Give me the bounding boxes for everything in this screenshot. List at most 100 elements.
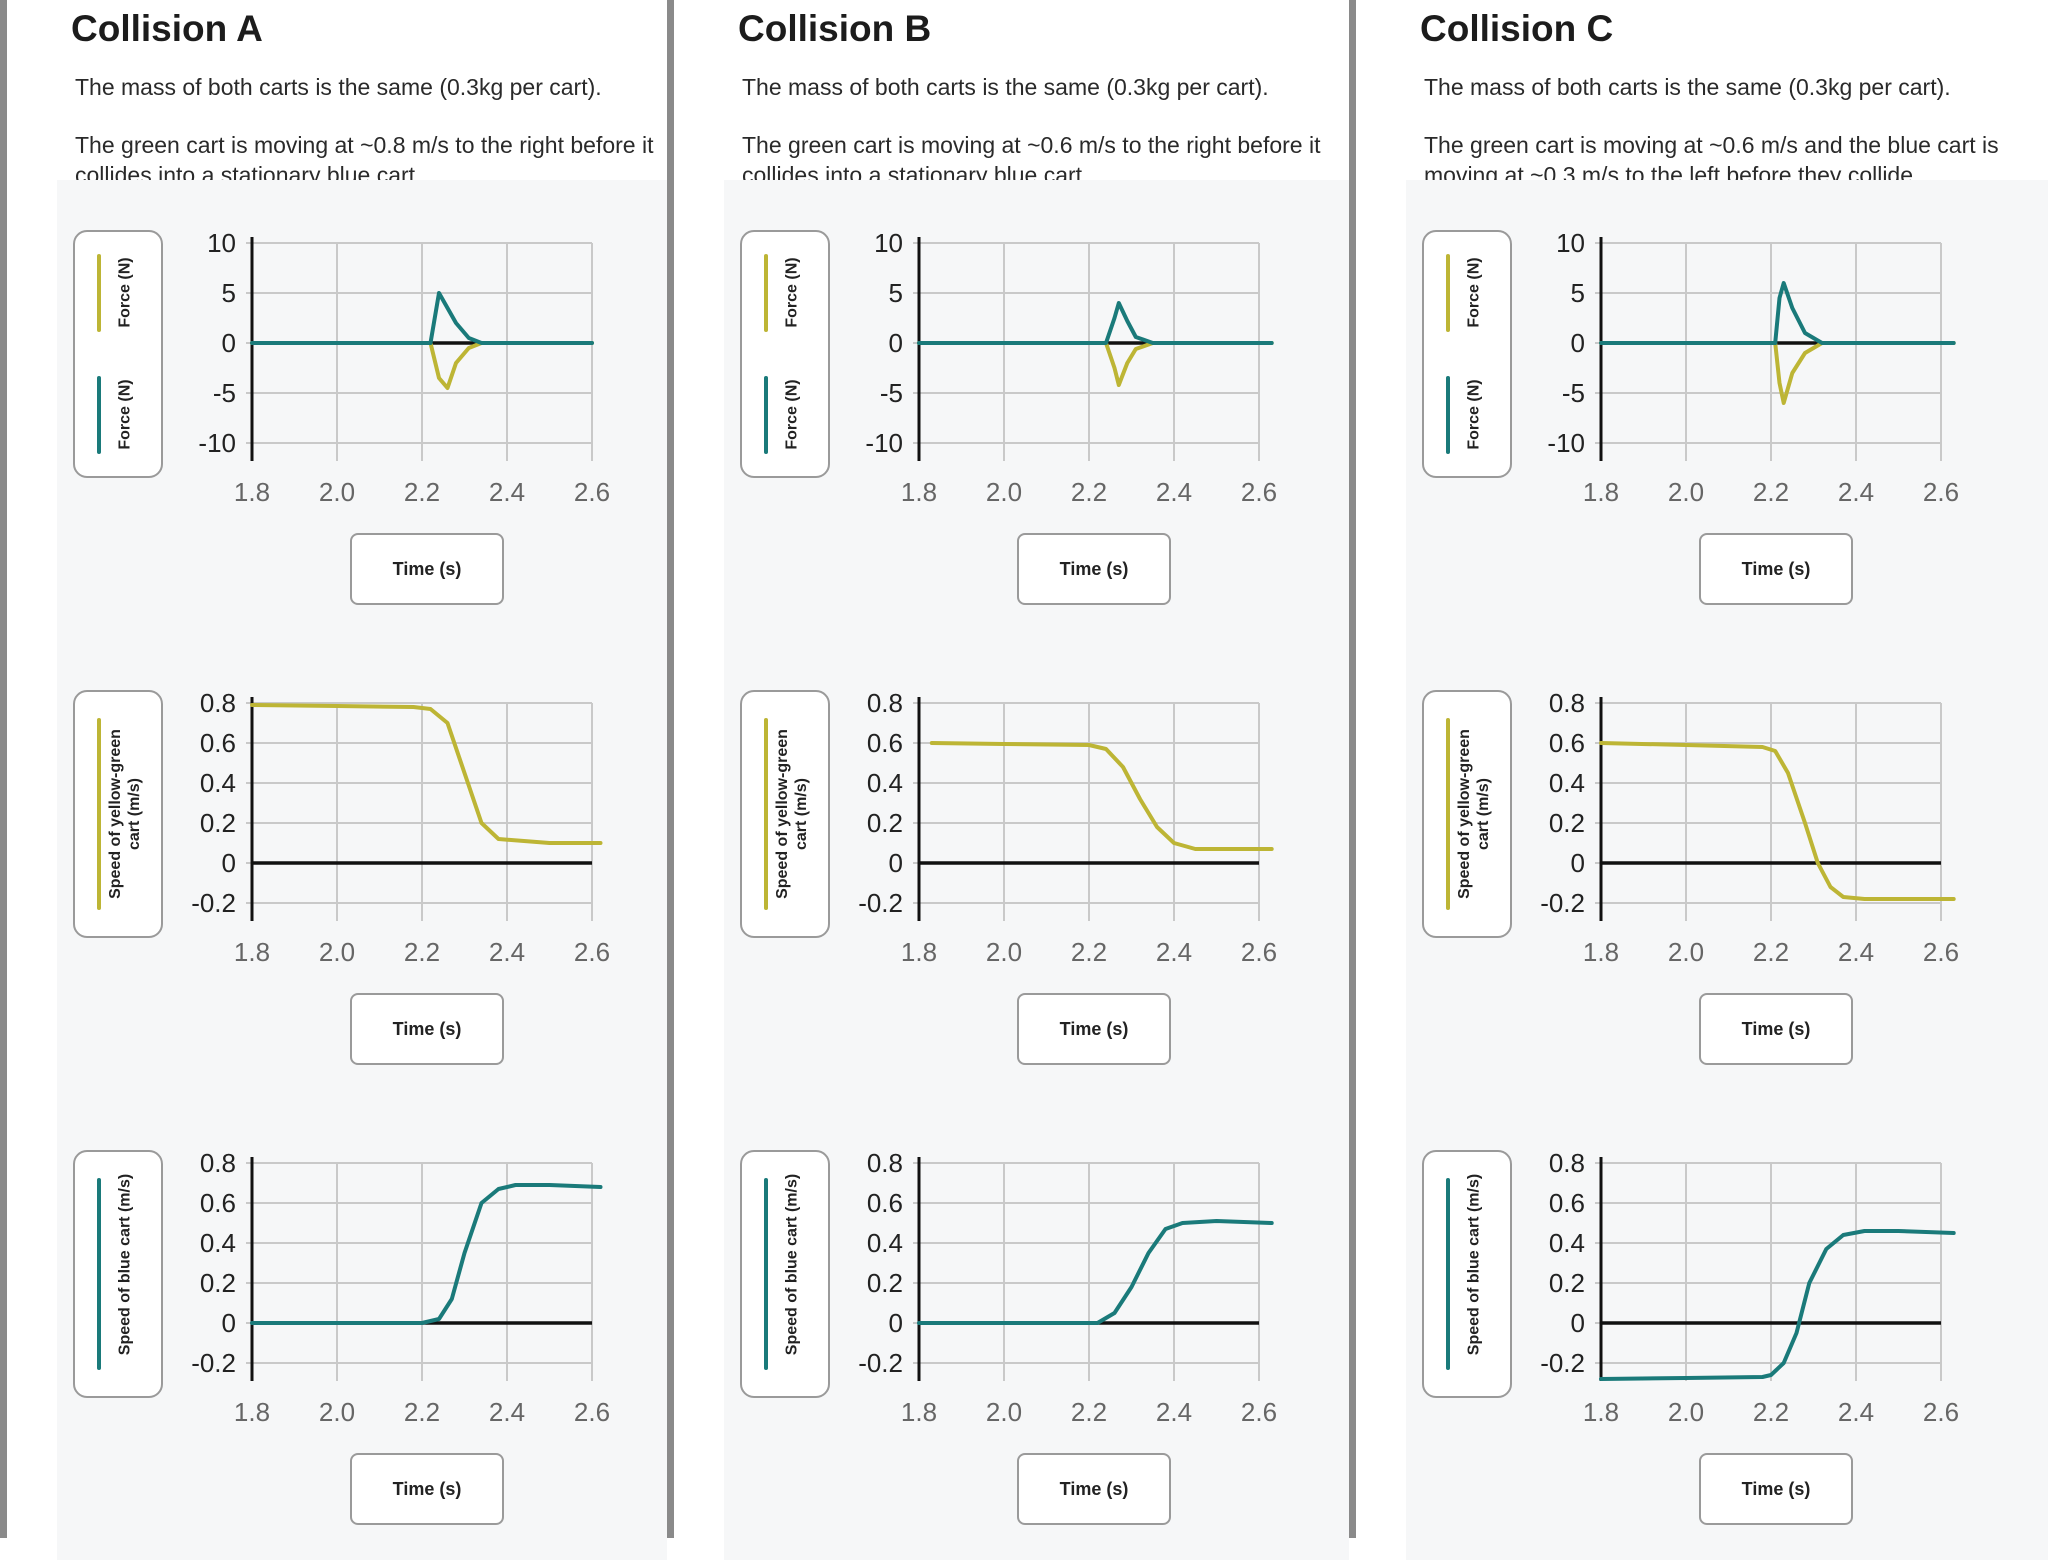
series-line-yellow-green — [1599, 341, 1956, 405]
legend-entry: Speed of yellow-green cart (m/s) — [742, 692, 828, 936]
legend-swatch — [1446, 376, 1450, 454]
y-tick-label: 0.8 — [1549, 688, 1585, 718]
legend-swatch — [97, 376, 101, 454]
legend-entry: Force (N) — [742, 232, 828, 354]
series-line-blue — [250, 1183, 603, 1325]
y-tick-label: -0.2 — [1540, 1348, 1585, 1378]
y-tick-label: 0.6 — [1549, 728, 1585, 758]
x-tick-label: 2.4 — [1838, 937, 1874, 967]
panel-title: Collision C — [1420, 8, 1614, 49]
y-tick-label: -5 — [880, 378, 903, 408]
mass-description: The mass of both carts is the same (0.3k… — [742, 74, 1269, 100]
x-tick-label: 2.0 — [1668, 477, 1704, 507]
series-line-blue — [917, 301, 1274, 345]
series-line-blue — [250, 291, 594, 345]
x-axis-label: Time (s) — [1017, 1453, 1171, 1525]
x-axis-label: Time (s) — [350, 1453, 504, 1525]
y-tick-label: 0.2 — [200, 1268, 236, 1298]
x-tick-label: 2.0 — [319, 937, 355, 967]
y-tick-label: 0.8 — [867, 1148, 903, 1178]
legend-swatch — [764, 1178, 768, 1370]
legend-swatch — [1446, 718, 1450, 910]
x-tick-label: 2.4 — [489, 937, 525, 967]
series-line-blue — [1599, 281, 1956, 345]
left-border — [0, 0, 7, 1538]
x-tick-label: 2.6 — [1241, 477, 1277, 507]
y-tick-label: 0.6 — [1549, 1188, 1585, 1218]
x-tick-label: 2.6 — [1923, 477, 1959, 507]
legend-yellow-speed: Speed of yellow-green cart (m/s) — [73, 690, 163, 938]
y-tick-label: -10 — [865, 428, 903, 458]
x-tick-label: 2.2 — [1753, 937, 1789, 967]
legend-entry: Force (N) — [75, 354, 161, 476]
legend-force: Force (N) Force (N) — [73, 230, 163, 478]
y-tick-label: -0.2 — [191, 1348, 236, 1378]
mass-description: The mass of both carts is the same (0.3k… — [75, 74, 602, 100]
y-tick-label: 5 — [889, 278, 903, 308]
legend-yellow-speed: Speed of yellow-green cart (m/s) — [1422, 690, 1512, 938]
y-tick-label: -10 — [1547, 428, 1585, 458]
legend-entry: Speed of blue cart (m/s) — [742, 1152, 828, 1396]
x-tick-label: 1.8 — [234, 477, 270, 507]
y-tick-label: 5 — [1571, 278, 1585, 308]
series-line-yellow-green — [1599, 741, 1956, 901]
x-tick-label: 2.2 — [404, 1397, 440, 1427]
y-tick-label: 0.6 — [867, 728, 903, 758]
y-tick-label: 10 — [1556, 228, 1585, 258]
chart-blue-speed: 1.8 2.0 2.2 2.4 2.6 0.8 0.6 0.4 0.2 0 -0.2 — [858, 1148, 1277, 1427]
y-tick-label: 0 — [222, 1308, 236, 1338]
x-tick-label: 2.0 — [1668, 937, 1704, 967]
y-tick-label: -0.2 — [858, 1348, 903, 1378]
legend-swatch — [764, 376, 768, 454]
legend-swatch — [97, 1178, 101, 1370]
legend-entry: Speed of yellow-green cart (m/s) — [1424, 692, 1510, 936]
legend-yellow-speed: Speed of yellow-green cart (m/s) — [740, 690, 830, 938]
y-tick-label: 0.8 — [867, 688, 903, 718]
x-tick-label: 2.6 — [574, 477, 610, 507]
y-tick-label: 0.8 — [200, 1148, 236, 1178]
x-axis-label: Time (s) — [1699, 993, 1853, 1065]
y-tick-label: 0.4 — [1549, 768, 1585, 798]
x-tick-label: 2.2 — [404, 937, 440, 967]
legend-swatch — [764, 718, 768, 910]
x-tick-label: 2.4 — [1838, 1397, 1874, 1427]
x-tick-label: 1.8 — [1583, 1397, 1619, 1427]
legend-entry: Speed of blue cart (m/s) — [1424, 1152, 1510, 1396]
series-line-yellow-green — [250, 703, 603, 845]
x-tick-label: 2.6 — [574, 1397, 610, 1427]
x-tick-label: 2.0 — [986, 937, 1022, 967]
x-tick-label: 1.8 — [901, 477, 937, 507]
legend-blue-speed: Speed of blue cart (m/s) — [740, 1150, 830, 1398]
chart-force: 1.8 2.0 2.2 2.4 2.6 10 5 0 -5 -10 — [198, 228, 610, 507]
y-tick-label: 0.4 — [200, 768, 236, 798]
chart-blue-speed: 1.8 2.0 2.2 2.4 2.6 0.8 0.6 0.4 0.2 0 -0.2 — [191, 1148, 610, 1427]
x-tick-label: 2.6 — [574, 937, 610, 967]
chart-yellow-speed: 1.8 2.0 2.2 2.4 2.6 0.8 0.6 0.4 0.2 0 -0.2 — [858, 688, 1277, 967]
legend-swatch — [97, 718, 101, 910]
x-tick-label: 2.0 — [1668, 1397, 1704, 1427]
chart-yellow-speed: 1.8 2.0 2.2 2.4 2.6 0.8 0.6 0.4 0.2 0 -0.2 — [1540, 688, 1959, 967]
x-tick-label: 2.4 — [489, 477, 525, 507]
x-axis-label: Time (s) — [350, 993, 504, 1065]
panel-title: Collision B — [738, 8, 932, 49]
x-tick-label: 2.2 — [404, 477, 440, 507]
x-tick-label: 2.0 — [986, 477, 1022, 507]
legend-entry: Speed of blue cart (m/s) — [75, 1152, 161, 1396]
y-tick-label: 0.2 — [867, 808, 903, 838]
y-tick-label: 10 — [874, 228, 903, 258]
legend-force: Force (N) Force (N) — [1422, 230, 1512, 478]
x-tick-label: 2.4 — [489, 1397, 525, 1427]
y-tick-label: 0.8 — [1549, 1148, 1585, 1178]
y-tick-label: 0.8 — [200, 688, 236, 718]
y-tick-label: 0.2 — [200, 808, 236, 838]
legend-entry: Force (N) — [1424, 354, 1510, 476]
chart-yellow-speed: 1.8 2.0 2.2 2.4 2.6 0.8 0.6 0.4 0.2 0 -0.2 — [191, 688, 610, 967]
legend-blue-speed: Speed of blue cart (m/s) — [73, 1150, 163, 1398]
y-tick-label: 10 — [207, 228, 236, 258]
y-tick-label: -0.2 — [191, 888, 236, 918]
y-tick-label: 0 — [1571, 848, 1585, 878]
series-line-blue — [917, 1219, 1274, 1325]
y-tick-label: 0.4 — [867, 1228, 903, 1258]
y-tick-label: -10 — [198, 428, 236, 458]
legend-swatch — [1446, 254, 1450, 332]
